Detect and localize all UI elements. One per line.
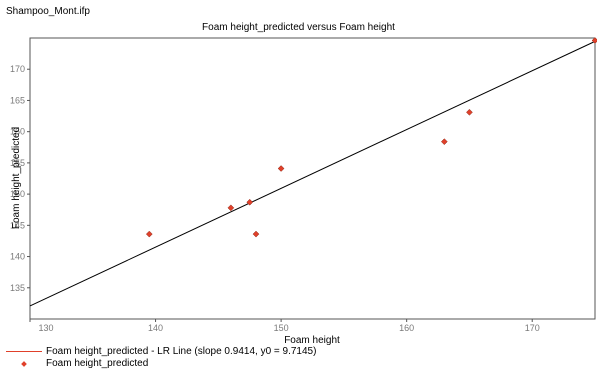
- x-tick-label: 150: [274, 323, 289, 333]
- y-tick-label: 140: [10, 252, 25, 262]
- legend-item-lr-line: Foam height_predicted - LR Line (slope 0…: [6, 345, 316, 357]
- x-tick-label: 170: [525, 323, 540, 333]
- data-point: [591, 37, 597, 44]
- legend-diamond-swatch: [21, 360, 27, 367]
- y-axis-label: Foam height_predicted: [11, 127, 22, 229]
- x-axis-label: Foam height: [284, 335, 340, 345]
- legend-line-swatch: [6, 350, 42, 352]
- file-name: Shampoo_Mont.ifp: [6, 6, 90, 17]
- x-tick-label: 140: [148, 323, 163, 333]
- data-point: [252, 230, 260, 238]
- data-point: [440, 138, 448, 146]
- data-point: [277, 165, 285, 172]
- y-tick-label: 165: [10, 95, 25, 105]
- y-tick-label: 155: [10, 158, 25, 168]
- data-points: [145, 37, 597, 238]
- data-point: [227, 204, 235, 212]
- regression-line-group: [29, 40, 596, 307]
- y-tick-label: 135: [10, 283, 25, 293]
- data-point: [466, 108, 473, 116]
- x-axis-ticks: 130 140 150 160 170: [29, 319, 540, 333]
- y-tick-label: 150: [10, 189, 25, 199]
- legend-item-series: Foam height_predicted: [6, 357, 316, 369]
- regression-line: [29, 40, 596, 307]
- y-tick-label: 170: [10, 64, 25, 74]
- scatter-plot: 130 140 150 160 170 135 140 145 150 155 160 165 170…: [10, 37, 597, 345]
- legend-marker-wrap: [6, 358, 42, 369]
- y-tick-label: 145: [10, 220, 25, 230]
- y-tick-label: 160: [10, 127, 25, 137]
- legend: Foam height_predicted - LR Line (slope 0…: [6, 345, 316, 369]
- data-point: [145, 230, 153, 238]
- y-axis-ticks: 135 140 145 150 155 160 165 170: [10, 64, 30, 293]
- legend-series-label: Foam height_predicted: [46, 357, 149, 369]
- chart-title: Foam height_predicted versus Foam height: [202, 22, 395, 33]
- legend-lr-line-label: Foam height_predicted - LR Line (slope 0…: [46, 345, 317, 357]
- x-tick-label: 160: [399, 323, 414, 333]
- x-tick-label: 130: [38, 323, 53, 333]
- data-point: [246, 198, 254, 206]
- plot-frame: [29, 37, 596, 320]
